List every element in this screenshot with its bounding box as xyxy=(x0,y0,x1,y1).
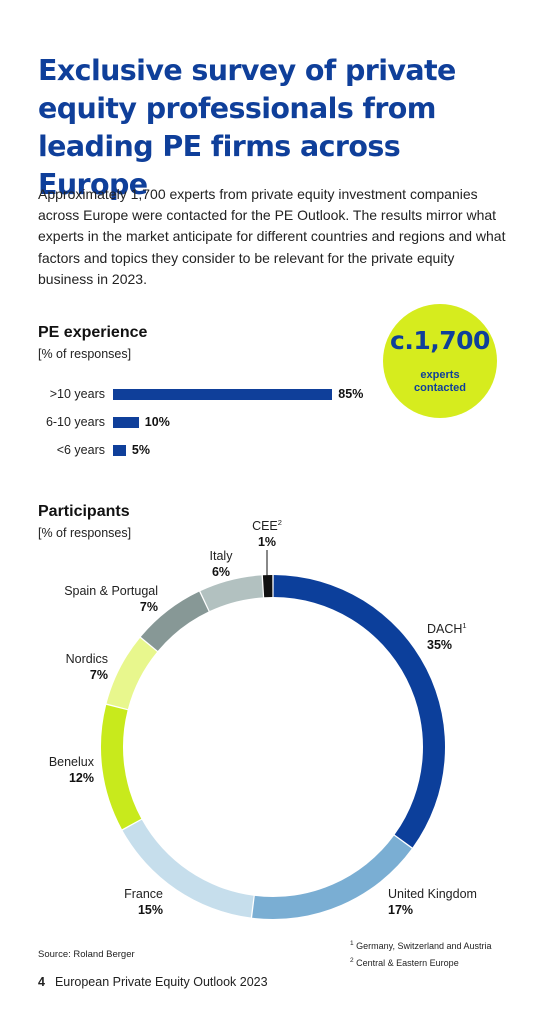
experience-subtitle: [% of responses] xyxy=(38,347,132,361)
donut-slice xyxy=(200,575,263,612)
bar-value-label: 85% xyxy=(338,387,364,401)
footnote-1: 1 Germany, Switzerland and Austria xyxy=(350,940,492,951)
badge-label-line2: contacted xyxy=(414,382,466,394)
footnote-2: 2 Central & Eastern Europe xyxy=(350,956,459,968)
badge-label: experts contacted xyxy=(383,369,497,395)
intro-paragraph: Approximately 1,700 experts from private… xyxy=(38,186,506,287)
slice-value-label: 1% xyxy=(258,535,276,549)
publication-title: European Private Equity Outlook 2023 xyxy=(54,975,268,989)
source-note: Source: Roland Berger xyxy=(38,949,135,960)
slice-label: Benelux xyxy=(49,755,95,769)
badge-label-line1: experts xyxy=(420,369,460,381)
donut-slice xyxy=(252,835,412,919)
page-footer: 4 European Private Equity Outlook 2023 xyxy=(38,975,268,989)
bar xyxy=(113,389,333,400)
donut-slice xyxy=(101,704,142,830)
donut-slice xyxy=(273,575,445,848)
experience-title: PE experience xyxy=(38,324,148,341)
bar-category-label: <6 years xyxy=(56,443,105,457)
footnotes: 1 Germany, Switzerland and Austria 2 Cen… xyxy=(350,937,492,970)
donut-slice xyxy=(106,637,158,710)
donut-slice xyxy=(140,591,209,651)
bar-row: >10 years 85% xyxy=(0,387,545,401)
slice-value-label: 7% xyxy=(90,668,108,682)
slice-label: France xyxy=(124,887,163,901)
slice-value-label: 15% xyxy=(138,903,163,917)
slice-value-label: 35% xyxy=(427,638,452,652)
participants-subtitle: [% of responses] xyxy=(38,526,132,540)
slice-label: CEE2 xyxy=(252,518,282,533)
experts-badge: c.1,700 experts contacted xyxy=(383,304,497,418)
slice-label: Spain & Portugal xyxy=(64,584,158,598)
participants-title: Participants xyxy=(38,503,130,520)
badge-value: c.1,700 xyxy=(390,326,490,355)
bar-row: 6-10 years 10% xyxy=(0,415,545,429)
slice-label: Italy xyxy=(210,549,234,563)
bar-category-label: >10 years xyxy=(49,387,105,401)
slice-value-label: 17% xyxy=(388,903,413,917)
slice-label: United Kingdom xyxy=(388,887,477,901)
page-title: Exclusive survey of private equity profe… xyxy=(38,54,456,201)
slice-value-label: 6% xyxy=(212,565,230,579)
slice-label: Nordics xyxy=(66,652,108,666)
slice-value-label: 12% xyxy=(69,771,94,785)
bar-value-label: 10% xyxy=(144,415,170,429)
slice-label: DACH1 xyxy=(427,621,467,636)
bar xyxy=(113,417,139,428)
bar-row: <6 years 5% xyxy=(0,443,545,457)
bar xyxy=(113,445,126,456)
donut-slice xyxy=(122,819,254,918)
slice-value-label: 7% xyxy=(140,600,158,614)
bar-category-label: 6-10 years xyxy=(45,415,105,429)
page-number: 4 xyxy=(38,975,45,989)
donut-slice xyxy=(262,575,273,598)
bar-value-label: 5% xyxy=(131,443,150,457)
